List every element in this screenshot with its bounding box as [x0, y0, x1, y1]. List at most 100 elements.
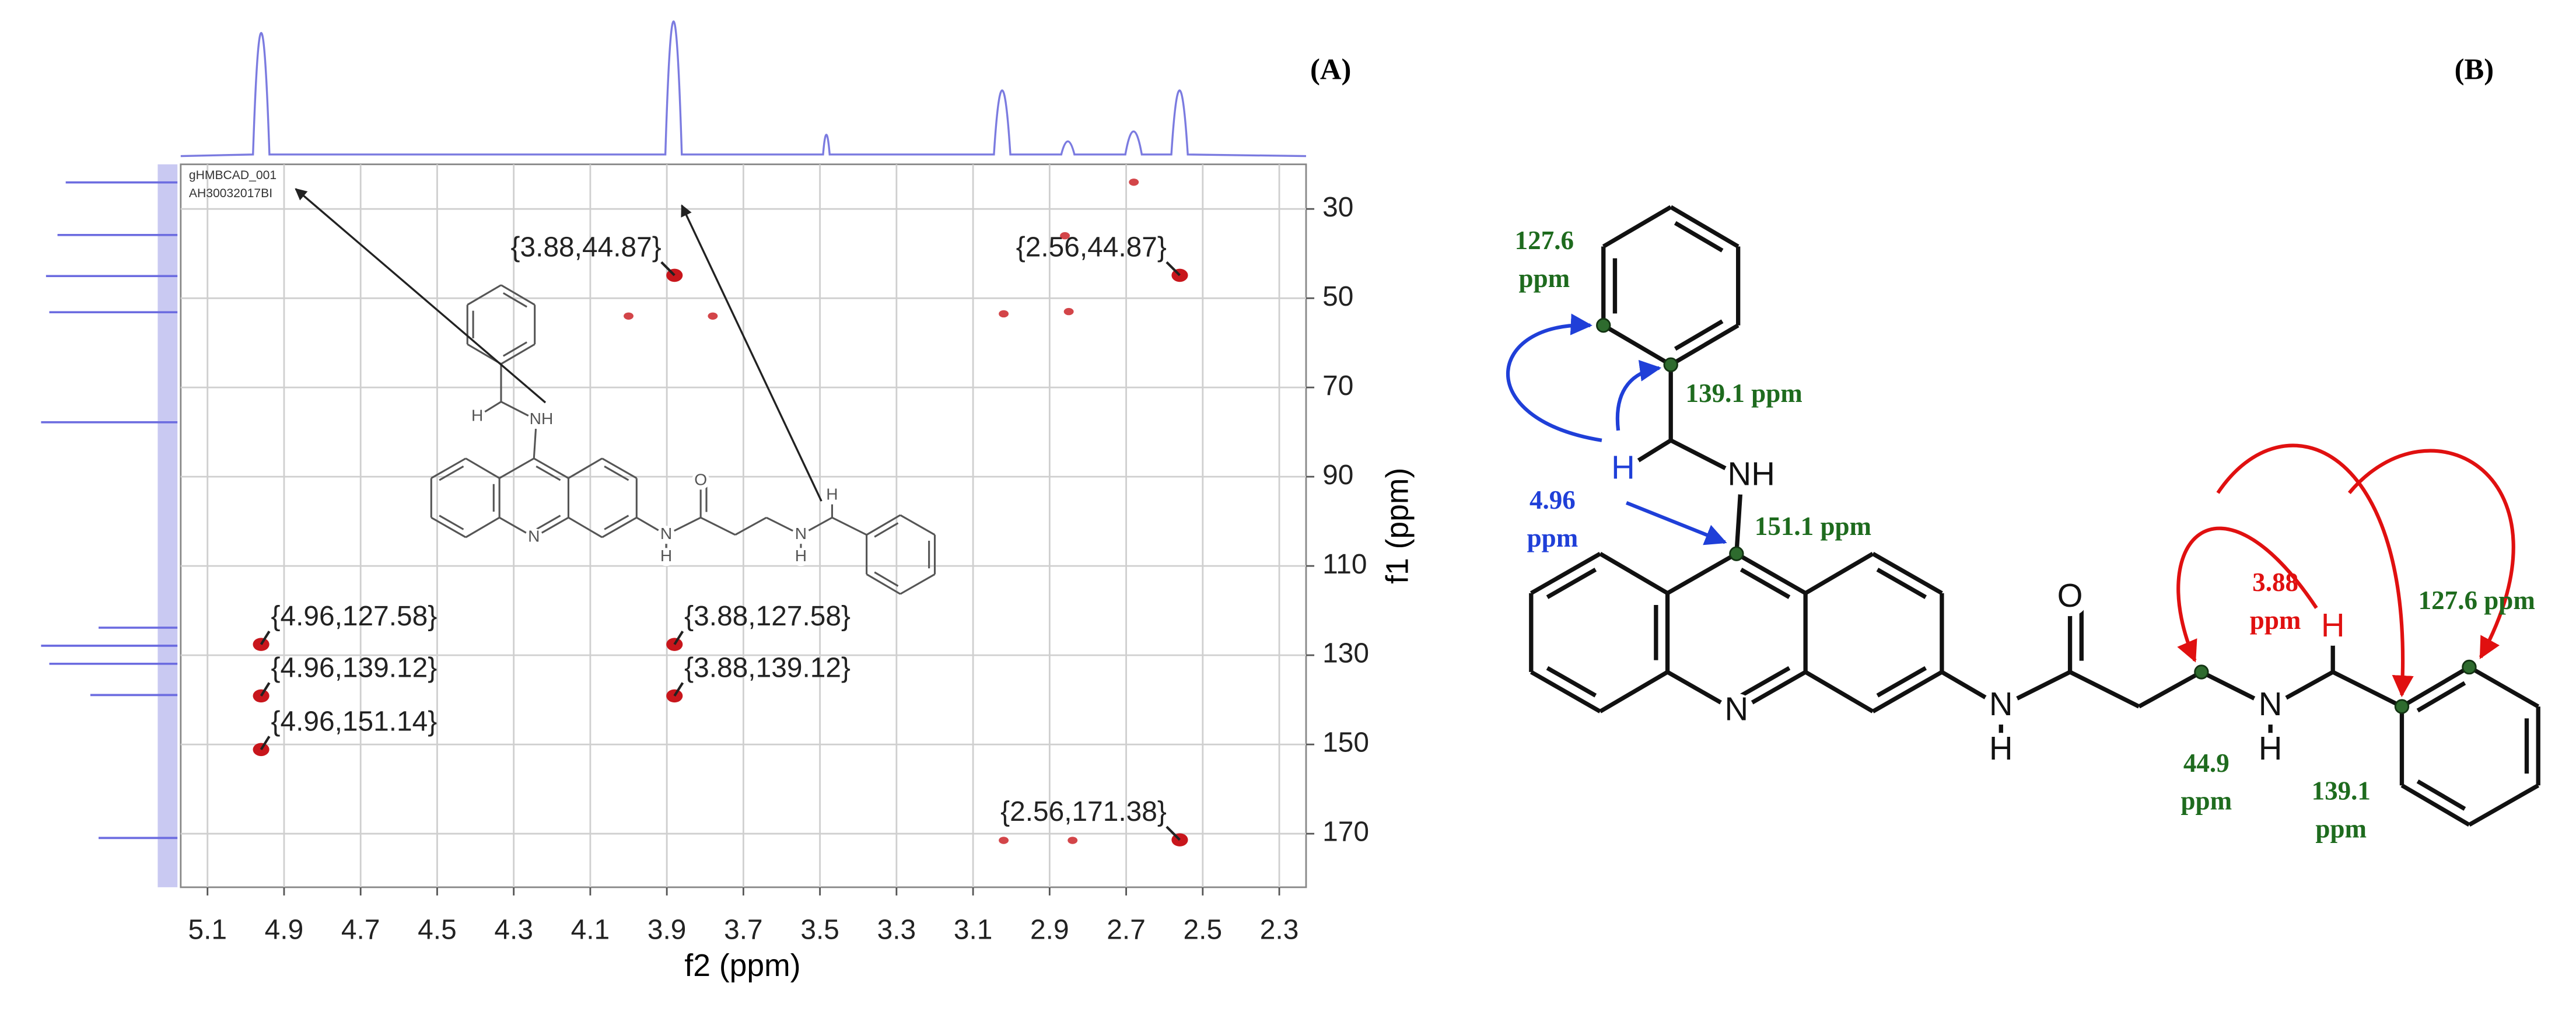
x-tick-label: 4.7 — [341, 915, 380, 946]
atom-mask — [657, 548, 676, 566]
atom-label: N — [2259, 685, 2283, 722]
double-bond — [502, 292, 527, 308]
carbon-dot — [1596, 318, 1611, 333]
bond — [1602, 323, 1672, 367]
atom-mask — [691, 471, 710, 490]
double-bond — [1674, 319, 1724, 351]
bond — [2138, 670, 2203, 709]
cross-peak — [708, 312, 718, 320]
atom-label: N — [795, 524, 807, 543]
bond — [1530, 551, 1601, 595]
atom-mask — [792, 526, 810, 544]
bond — [465, 457, 500, 479]
atom-mask — [2252, 688, 2289, 725]
shift-annotation: ppm — [2315, 814, 2367, 843]
bond — [1599, 551, 1669, 595]
carbon-dot — [2462, 659, 2477, 675]
peak-label: {4.96,151.14} — [271, 706, 437, 737]
peak-label: {3.88,44.87} — [511, 232, 662, 263]
label-pointer — [673, 682, 684, 697]
bond — [1871, 670, 1943, 713]
panel-label: (A) — [1310, 53, 1351, 86]
double-bond — [536, 515, 561, 530]
bond — [1735, 551, 1807, 595]
double-bond — [604, 515, 629, 530]
bond — [1804, 551, 1874, 595]
arrow — [295, 188, 547, 404]
carbon-dot — [1729, 546, 1744, 561]
annotation: AH30032017BI — [189, 187, 272, 200]
bond — [533, 457, 569, 479]
cross-peak — [666, 689, 683, 703]
cross-peak — [1068, 837, 1078, 844]
atom-label: NH — [530, 410, 554, 428]
bond — [1871, 551, 1943, 595]
double-bond — [439, 466, 464, 481]
shift-annotation: ppm — [2181, 786, 2232, 816]
label-pointer — [660, 261, 676, 277]
double-bond — [439, 515, 464, 530]
bond — [1670, 323, 1740, 367]
atom-mask — [468, 407, 487, 426]
peaks: {4.96,127.58} {4.96,139.12} {4.96,151.14} {… — [253, 179, 1188, 846]
shift-annotation: 151.1 ppm — [1755, 512, 1871, 541]
bond — [831, 516, 867, 536]
label-pointer — [260, 682, 271, 697]
atom-label: H — [660, 547, 672, 565]
double-bond — [1546, 568, 1597, 599]
x-tick-label: 2.3 — [1260, 915, 1299, 946]
bond — [1530, 670, 1601, 713]
atom-label: N — [1989, 685, 2013, 722]
bond — [866, 514, 901, 536]
bond — [601, 457, 638, 479]
y-tick-label: 50 — [1322, 281, 1353, 312]
cross-peak — [999, 837, 1009, 844]
x-tick-label: 4.9 — [265, 915, 304, 946]
bond — [866, 573, 901, 595]
atom-label: O — [694, 470, 707, 488]
y-tick-label: 30 — [1322, 192, 1353, 223]
atom-label: NH — [1728, 456, 1775, 492]
atom-mask — [1718, 693, 1755, 730]
bond — [2068, 670, 2140, 709]
y-tick-label: 90 — [1322, 460, 1353, 491]
peak-label: {4.96,127.58} — [271, 601, 437, 632]
double-bond — [1674, 221, 1724, 253]
double-bond — [536, 466, 561, 481]
label-pointer — [260, 736, 271, 750]
bond — [465, 516, 500, 538]
x-tick-label: 2.9 — [1030, 915, 1069, 946]
bond — [430, 516, 467, 538]
bond — [430, 457, 467, 479]
atom-mask — [1605, 452, 1642, 488]
x-axis-title: f2 (ppm) — [684, 949, 800, 983]
x-tick-label: 3.7 — [724, 915, 763, 946]
label-pointer — [1166, 825, 1181, 841]
cross-peak — [1063, 307, 1074, 316]
x-tick-label: 5.1 — [188, 915, 227, 946]
atom-mask — [792, 548, 810, 566]
y-tick-label: 110 — [1322, 549, 1367, 580]
panel-label: (B) — [2455, 53, 2494, 86]
bond — [900, 573, 936, 595]
shift-annotation: ppm — [1519, 264, 1570, 293]
label-pointer — [260, 630, 271, 645]
x-tick-label: 2.7 — [1107, 915, 1146, 946]
bond — [2332, 670, 2403, 709]
cross-peak — [1060, 232, 1070, 240]
x-tick-label: 4.5 — [418, 915, 457, 946]
double-bond — [874, 522, 899, 538]
x-tick-label: 4.1 — [571, 915, 610, 946]
atom-mask — [527, 411, 546, 429]
bond — [2400, 783, 2470, 827]
y-tick-label: 130 — [1322, 638, 1369, 669]
y-tick-label: 150 — [1322, 727, 1369, 758]
atom-label: O — [2057, 577, 2083, 614]
double-bond — [1876, 666, 1927, 698]
f1-projection-noise — [158, 164, 178, 887]
bond — [900, 514, 936, 536]
f1-projection — [41, 181, 178, 839]
